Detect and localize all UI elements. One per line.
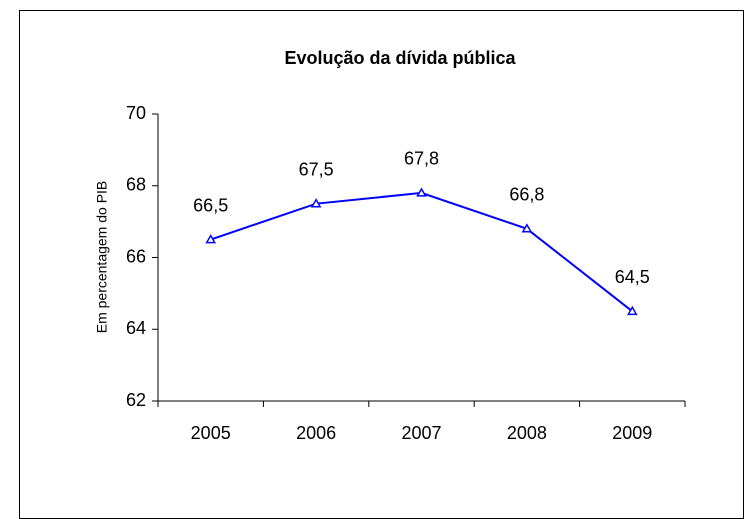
data-marker: [521, 223, 533, 233]
x-tick-label: 2008: [507, 423, 547, 443]
data-marker: [310, 198, 322, 208]
chart-title: Evolução da dívida pública: [284, 48, 516, 68]
data-label: 64,5: [615, 267, 650, 287]
x-tick-label: 2009: [612, 423, 652, 443]
data-label: 66,5: [193, 195, 228, 215]
data-marker: [627, 305, 638, 316]
y-axis-label: Em percentagem do PIB: [94, 181, 110, 334]
y-tick-label: 68: [126, 175, 146, 195]
y-tick-label: 64: [126, 318, 146, 338]
data-label: 67,8: [404, 149, 439, 169]
y-tick-label: 70: [126, 103, 146, 123]
y-tick-label: 66: [126, 246, 146, 266]
data-marker: [416, 187, 427, 197]
x-tick-label: 2006: [296, 423, 336, 443]
data-label: 67,5: [299, 159, 334, 179]
data-line: [210, 191, 633, 313]
x-tick-label: 2005: [191, 423, 231, 443]
x-tick-label: 2007: [401, 423, 441, 443]
data-marker: [205, 234, 216, 244]
data-label: 66,8: [509, 185, 544, 205]
y-tick-label: 62: [126, 390, 146, 410]
